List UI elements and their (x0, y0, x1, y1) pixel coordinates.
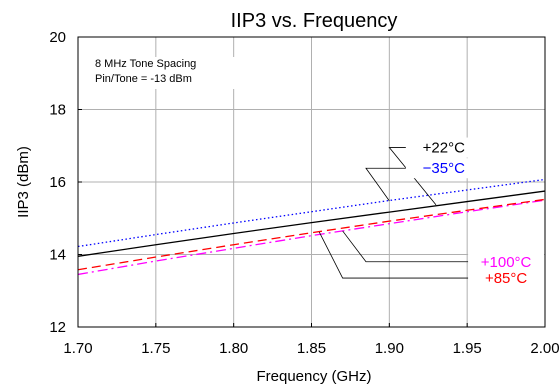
series-label-3: +85°C (485, 270, 527, 287)
x-tick-label: 1.75 (141, 340, 170, 357)
series-line-2 (77, 199, 546, 276)
series-lines (77, 178, 546, 276)
callout-label-bg-0 (405, 137, 482, 158)
tone-spacing-note: 8 MHz Tone Spacing (95, 58, 196, 70)
note-box (80, 57, 243, 89)
series-label-1: −35°C (423, 160, 465, 177)
callout-leader-3 (318, 231, 491, 279)
y-axis-label: IIP3 (dBm) (15, 146, 32, 218)
x-axis-label: Frequency (GHz) (256, 368, 371, 385)
x-tick-label: 1.85 (297, 340, 326, 357)
x-axis-ticks: 1.70 1.75 1.80 1.85 1.90 1.95 2.00 (63, 323, 559, 357)
y-tick-label: 14 (49, 247, 66, 264)
y-tick-label: 16 (49, 174, 66, 191)
x-tick-label: 1.70 (63, 340, 92, 357)
callout-leader-2 (342, 230, 491, 263)
callout-label-bg-2 (468, 251, 545, 272)
y-tick-label: 18 (49, 102, 66, 119)
series-line-1 (77, 178, 546, 248)
pin-per-tone-note: Pin/Tone = -13 dBm (95, 73, 192, 85)
x-tick-label: 1.90 (375, 340, 404, 357)
x-tick-label: 1.95 (453, 340, 482, 357)
y-tick-label: 20 (49, 29, 66, 46)
series-label-0: +22°C (423, 140, 465, 157)
x-tick-label: 2.00 (530, 340, 559, 357)
callout-label-bg-3 (468, 268, 545, 289)
y-axis-ticks: 12 14 16 18 20 (49, 29, 82, 336)
chart-title: IIP3 vs. Frequency (231, 10, 398, 32)
series-line-0 (77, 190, 546, 257)
y-tick-label: 12 (49, 319, 66, 336)
series-callout-labels: +22°C −35°C +100°C+85°C (405, 137, 545, 289)
series-line-3 (77, 198, 546, 271)
series-label-2: +100°C (481, 254, 532, 271)
callout-label-bg-1 (405, 158, 482, 179)
x-tick-label: 1.80 (219, 340, 248, 357)
